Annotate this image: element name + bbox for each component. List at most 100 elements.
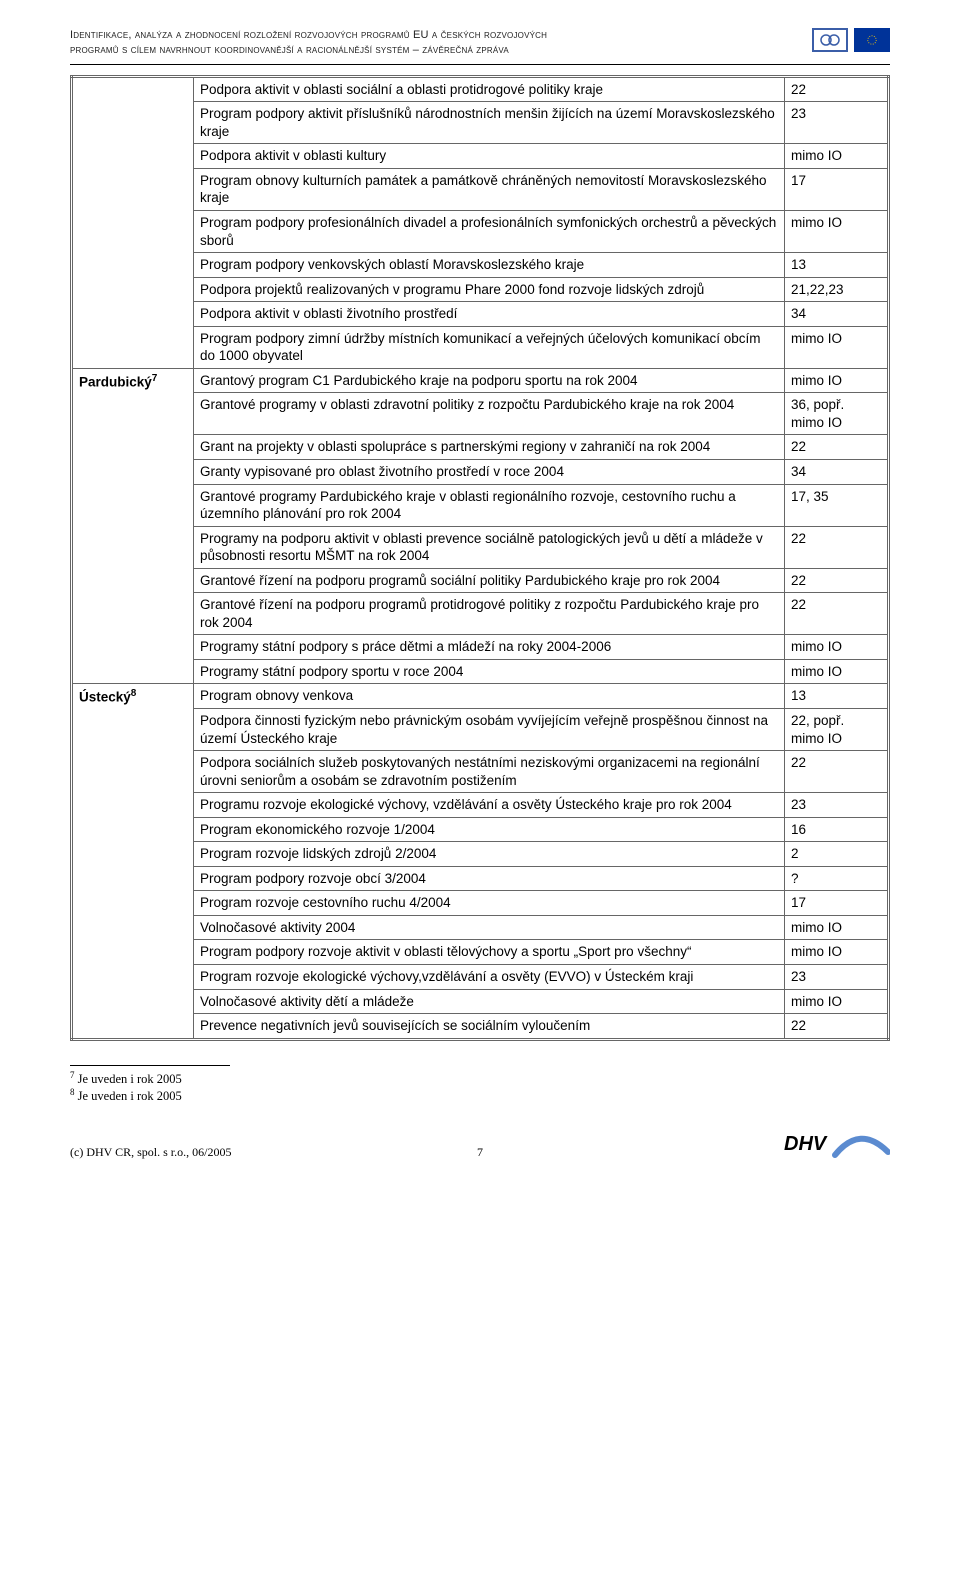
table-row: Grantové řízení na podporu programů prot… <box>72 593 889 635</box>
svg-text:DHV: DHV <box>784 1133 828 1155</box>
footnote-line: 7 Je uveden i rok 2005 <box>70 1070 890 1087</box>
table-row: Grantové programy v oblasti zdravotní po… <box>72 393 889 435</box>
program-name-cell: Program ekonomického rozvoje 1/2004 <box>194 817 785 842</box>
program-value-cell: 23 <box>785 965 889 990</box>
table-row: Volnočasové aktivity 2004mimo IO <box>72 915 889 940</box>
table-row: Ústecký8Program obnovy venkova13 <box>72 684 889 709</box>
table-row: Program podpory rozvoje aktivit v oblast… <box>72 940 889 965</box>
table-row: Volnočasové aktivity dětí a mládežemimo … <box>72 989 889 1014</box>
program-name-cell: Podpora aktivit v oblasti kultury <box>194 144 785 169</box>
program-value-cell: mimo IO <box>785 368 889 393</box>
org-logo-icon <box>812 28 848 52</box>
program-value-cell: 13 <box>785 253 889 278</box>
program-name-cell: Programy státní podpory sportu v roce 20… <box>194 659 785 684</box>
program-value-cell: mimo IO <box>785 659 889 684</box>
program-value-cell: 2 <box>785 842 889 867</box>
program-name-cell: Grantové programy Pardubického kraje v o… <box>194 484 785 526</box>
program-name-cell: Podpora aktivit v oblasti sociální a obl… <box>194 76 785 102</box>
header-badges <box>812 28 890 52</box>
program-name-cell: Program rozvoje cestovního ruchu 4/2004 <box>194 891 785 916</box>
program-value-cell: 22 <box>785 435 889 460</box>
table-row: Grantové programy Pardubického kraje v o… <box>72 484 889 526</box>
header-divider <box>70 64 890 65</box>
table-row: Podpora aktivit v oblasti životního pros… <box>72 302 889 327</box>
program-name-cell: Program podpory zimní údržby místních ko… <box>194 326 785 368</box>
program-value-cell: 22 <box>785 1014 889 1040</box>
program-name-cell: Podpora činnosti fyzickým nebo právnický… <box>194 709 785 751</box>
footnote-line: 8 Je uveden i rok 2005 <box>70 1087 890 1104</box>
eu-flag-icon <box>854 28 890 52</box>
footnotes: 7 Je uveden i rok 20058 Je uveden i rok … <box>70 1065 890 1104</box>
program-value-cell: mimo IO <box>785 326 889 368</box>
program-value-cell: mimo IO <box>785 915 889 940</box>
program-name-cell: Grant na projekty v oblasti spolupráce s… <box>194 435 785 460</box>
program-value-cell: 17 <box>785 891 889 916</box>
footer-copyright: (c) DHV CR, spol. s r.o., 06/2005 <box>70 1145 231 1160</box>
program-name-cell: Programy na podporu aktivit v oblasti pr… <box>194 526 785 568</box>
program-name-cell: Program podpory profesionálních divadel … <box>194 210 785 252</box>
table-row: Pardubický7Grantový program C1 Pardubick… <box>72 368 889 393</box>
program-value-cell: 34 <box>785 459 889 484</box>
program-name-cell: Podpora sociálních služeb poskytovaných … <box>194 751 785 793</box>
header-line-2: programů s cílem navrhnout koordinovaněj… <box>70 44 509 56</box>
program-value-cell: 13 <box>785 684 889 709</box>
programs-table: Podpora aktivit v oblasti sociální a obl… <box>70 75 890 1041</box>
program-name-cell: Grantové řízení na podporu programů prot… <box>194 593 785 635</box>
table-row: Programy na podporu aktivit v oblasti pr… <box>72 526 889 568</box>
program-name-cell: Volnočasové aktivity 2004 <box>194 915 785 940</box>
program-value-cell: 23 <box>785 793 889 818</box>
program-name-cell: Program podpory rozvoje obcí 3/2004 <box>194 866 785 891</box>
program-name-cell: Program obnovy venkova <box>194 684 785 709</box>
footnote-text: Je uveden i rok 2005 <box>75 1072 182 1086</box>
program-name-cell: Programy státní podpory s práce dětmi a … <box>194 635 785 660</box>
program-name-cell: Grantový program C1 Pardubického kraje n… <box>194 368 785 393</box>
region-label-cell: Ústecký8 <box>72 684 194 1039</box>
table-row: Program rozvoje lidských zdrojů 2/20042 <box>72 842 889 867</box>
table-row: Podpora projektů realizovaných v program… <box>72 277 889 302</box>
program-name-cell: Program podpory aktivit příslušníků náro… <box>194 102 785 144</box>
program-name-cell: Program podpory venkovských oblastí Mora… <box>194 253 785 278</box>
footnote-text: Je uveden i rok 2005 <box>75 1089 182 1103</box>
table-row: Program obnovy kulturních památek a pamá… <box>72 168 889 210</box>
program-value-cell: mimo IO <box>785 989 889 1014</box>
program-value-cell: 17, 35 <box>785 484 889 526</box>
footnote-ref: 8 <box>131 688 137 699</box>
program-name-cell: Granty vypisované pro oblast životního p… <box>194 459 785 484</box>
program-name-cell: Program podpory rozvoje aktivit v oblast… <box>194 940 785 965</box>
program-value-cell: 22 <box>785 76 889 102</box>
program-name-cell: Podpora aktivit v oblasti životního pros… <box>194 302 785 327</box>
program-value-cell: mimo IO <box>785 210 889 252</box>
program-name-cell: Grantové programy v oblasti zdravotní po… <box>194 393 785 435</box>
table-row: Prevence negativních jevů souvisejících … <box>72 1014 889 1040</box>
program-name-cell: Program rozvoje lidských zdrojů 2/2004 <box>194 842 785 867</box>
footnote-ref: 7 <box>152 373 158 384</box>
program-value-cell: 22 <box>785 568 889 593</box>
program-value-cell: 36, popř. mimo IO <box>785 393 889 435</box>
table-row: Program rozvoje ekologické výchovy,vzděl… <box>72 965 889 990</box>
table-row: Program podpory profesionálních divadel … <box>72 210 889 252</box>
program-value-cell: 34 <box>785 302 889 327</box>
program-value-cell: mimo IO <box>785 635 889 660</box>
program-value-cell: 17 <box>785 168 889 210</box>
program-name-cell: Programu rozvoje ekologické výchovy, vzd… <box>194 793 785 818</box>
table-row: Programy státní podpory sportu v roce 20… <box>72 659 889 684</box>
program-value-cell: 22 <box>785 751 889 793</box>
program-name-cell: Program rozvoje ekologické výchovy,vzděl… <box>194 965 785 990</box>
table-row: Granty vypisované pro oblast životního p… <box>72 459 889 484</box>
program-value-cell: 22 <box>785 593 889 635</box>
footer-page-number: 7 <box>477 1145 483 1160</box>
table-row: Program podpory venkovských oblastí Mora… <box>72 253 889 278</box>
table-row: Podpora aktivit v oblasti kulturymimo IO <box>72 144 889 169</box>
program-name-cell: Podpora projektů realizovaných v program… <box>194 277 785 302</box>
running-header: Identifikace, analýza a zhodnocení rozlo… <box>70 28 890 58</box>
table-row: Program podpory rozvoje obcí 3/2004? <box>72 866 889 891</box>
program-value-cell: mimo IO <box>785 144 889 169</box>
header-line-1: Identifikace, analýza a zhodnocení rozlo… <box>70 29 547 41</box>
program-value-cell: 21,22,23 <box>785 277 889 302</box>
table-row: Podpora činnosti fyzickým nebo právnický… <box>72 709 889 751</box>
program-value-cell: 23 <box>785 102 889 144</box>
table-row: Program ekonomického rozvoje 1/200416 <box>72 817 889 842</box>
table-row: Grantové řízení na podporu programů soci… <box>72 568 889 593</box>
program-value-cell: ? <box>785 866 889 891</box>
table-row: Programu rozvoje ekologické výchovy, vzd… <box>72 793 889 818</box>
